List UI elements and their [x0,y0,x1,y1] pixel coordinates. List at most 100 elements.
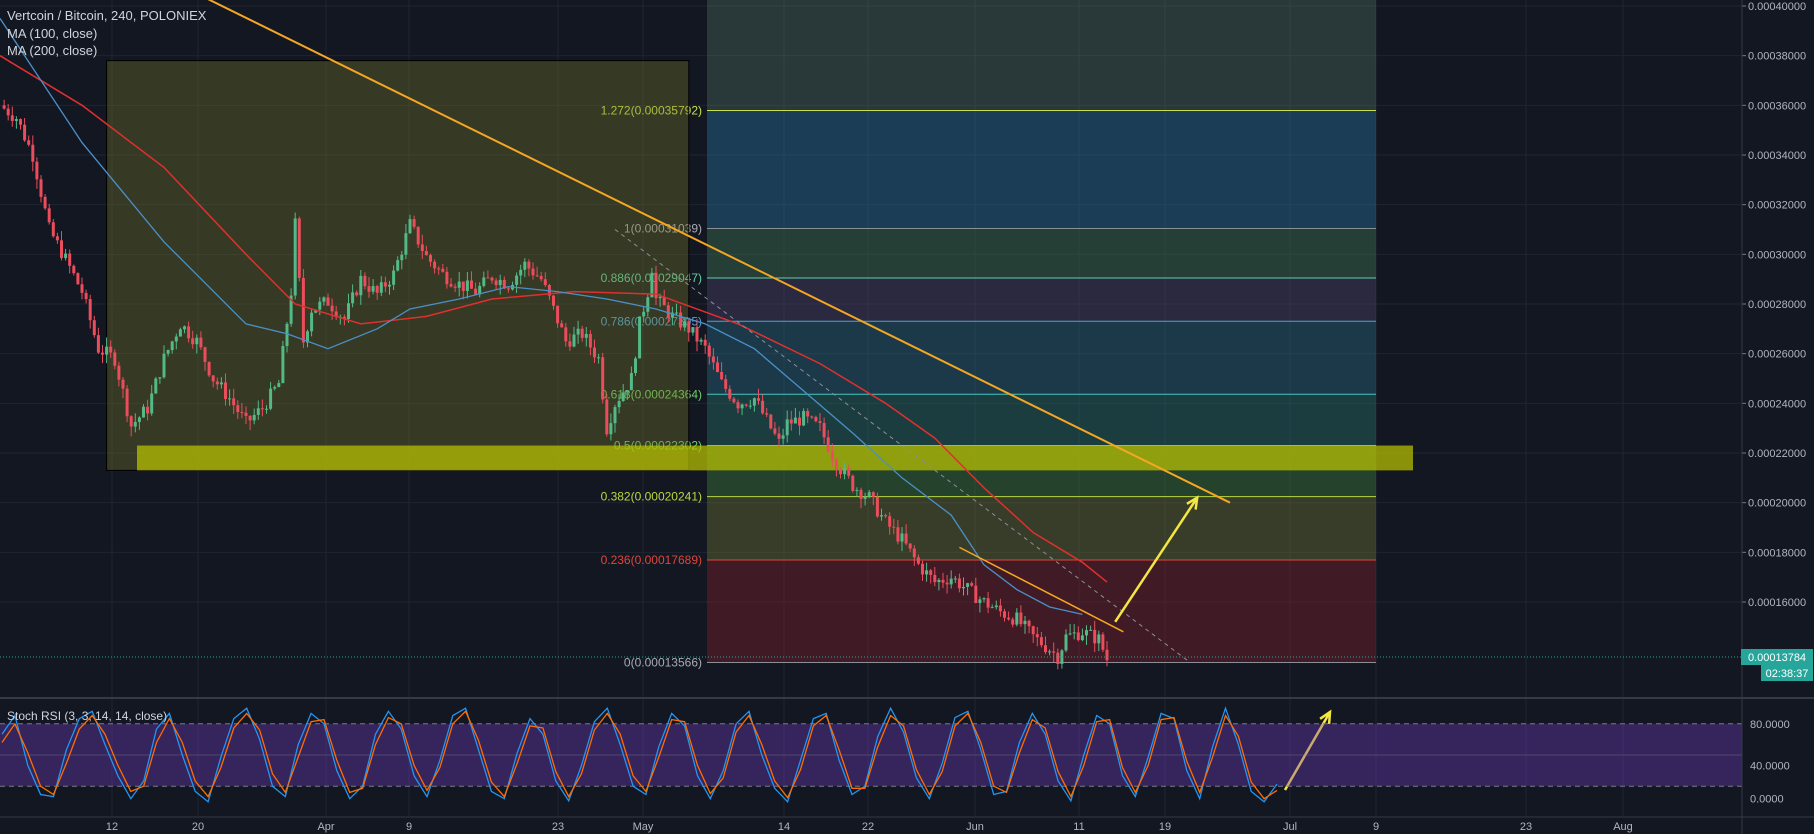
candle-up [359,269,363,305]
candle-down [1027,619,1031,634]
ma100-label[interactable]: MA (100, close) [7,26,97,41]
candle-body [494,280,498,286]
candle-down [798,411,801,436]
candle-body [273,387,277,389]
candle-body [916,557,920,564]
candle-up [392,265,396,291]
candle-body [84,292,88,300]
candle-down [732,396,736,404]
fib-level-label: 0.236(0.00017689) [601,553,702,567]
candle-down [490,276,494,284]
candle-down [908,543,912,552]
candle-body [552,295,555,306]
candle-down [1044,636,1047,655]
candle-down [203,346,207,371]
candle-body [441,268,445,272]
candle-body [474,288,478,295]
x-tick-label: 19 [1159,821,1171,833]
candle-body [752,398,756,406]
trend-drawings [0,0,1742,791]
candle-down [1052,642,1056,663]
candle-up [498,274,502,295]
candle-up [625,390,629,400]
candle-body [695,327,699,342]
candle-up [482,271,486,288]
candle-body [72,265,76,274]
candle-body [379,282,383,293]
candle-down [580,325,584,342]
candle-body [285,323,289,346]
candle-body [39,179,43,197]
header-legend: Vertcoin / Bitcoin, 240, POLONIEX MA (10… [7,8,207,723]
candle-body [1093,629,1097,644]
candle-body [142,406,145,418]
candle-down [728,385,732,402]
candle-body [867,492,871,497]
x-tick-label: 20 [192,821,204,833]
candle-up [293,212,297,300]
candle-body [101,352,104,355]
candle-body [892,526,896,528]
candle-up [609,413,613,441]
candle-down [830,443,834,467]
candle-body [187,326,191,339]
candle-up [1064,629,1068,653]
candle-down [912,545,916,566]
candle-down [416,226,420,248]
candle-body [732,398,736,403]
candle-body [240,412,244,414]
candle-body [19,119,22,125]
candle-body [921,563,924,575]
stoch-rsi-label[interactable]: Stoch RSI (3, 3, 14, 14, close) [7,709,167,723]
candle-body [843,468,847,475]
candle-down [117,361,121,387]
candle-body [470,280,473,289]
candle-body [814,416,818,422]
candle-down [720,362,724,381]
x-tick-label: 12 [106,821,118,833]
candle-up [285,322,289,353]
candle-body [35,161,39,180]
rsi-projection-arrow [1283,709,1332,791]
candle-body [535,275,539,277]
candle-down [334,306,338,320]
ma200-label[interactable]: MA (200, close) [7,43,97,58]
candle-down [236,400,240,420]
candle-body [1105,649,1109,661]
candle-up [867,489,871,499]
candle-down [757,388,760,405]
wedge-trendline [959,546,1124,633]
candle-body [515,275,519,285]
candle-body [269,388,273,409]
candle-down [2,99,6,110]
candle-body [666,305,670,318]
candle-down [424,245,428,256]
candle-down [679,305,683,331]
candle-down [445,266,449,289]
candle-body [871,492,875,497]
candle-up [638,316,642,359]
candle-body [363,275,367,287]
candle-down [215,377,219,390]
candle-up [642,306,646,323]
candle-body [974,585,978,604]
y-tick-label: 0.00036000 [1748,100,1806,112]
fib-zone [707,110,1376,229]
candle-down [191,330,195,349]
support-zone [137,445,1413,471]
candle-down [248,415,252,431]
candle-body [658,296,662,299]
candle-down [244,406,248,425]
candle-down [486,270,490,279]
candle-body [396,260,400,271]
candle-body [191,338,195,345]
candle-down [363,272,367,290]
stoch-k-line [1,706,1278,804]
candle-up [465,272,469,299]
candle-up [379,276,383,297]
candle-body [215,381,219,385]
candle-body [1064,634,1068,651]
candle-down [80,277,84,300]
candle-up [650,267,654,298]
